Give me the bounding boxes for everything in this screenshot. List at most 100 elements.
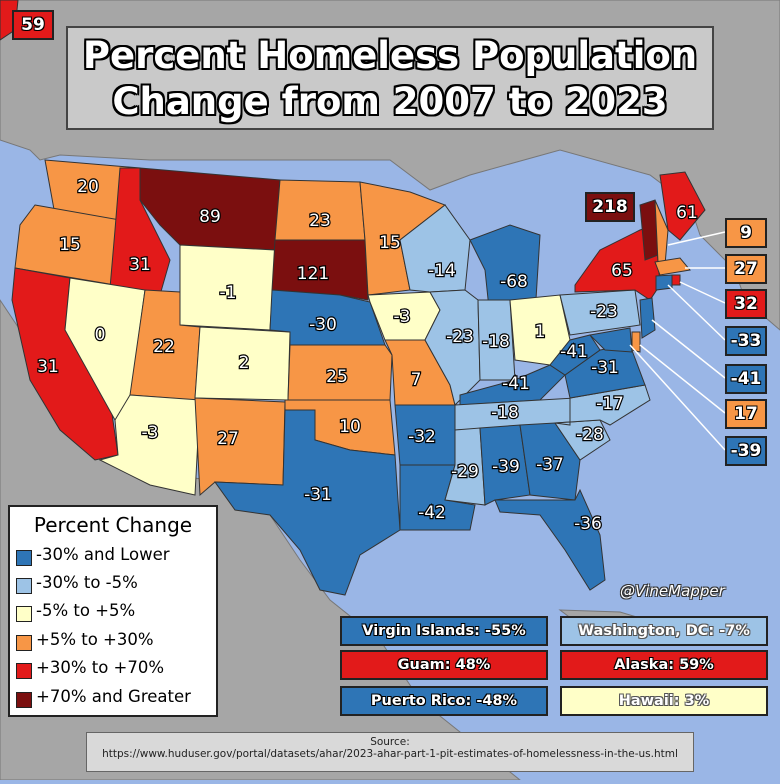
- legend-label: +5% to +30%: [36, 630, 154, 649]
- state-shape-md: [588, 327, 633, 353]
- state-label-ar: -32: [408, 427, 436, 447]
- state-label-pa: -23: [590, 302, 618, 322]
- state-shape-me: [659, 171, 706, 241]
- state-label-wa: 20: [77, 177, 99, 197]
- territory-box-puerto-rico: Puerto Rico: -48%: [340, 686, 548, 716]
- state-shape-ri: [671, 274, 681, 286]
- state-label-sd: 121: [297, 264, 329, 284]
- state-label-ks: 25: [326, 367, 348, 387]
- state-label-ky: -41: [502, 374, 530, 394]
- state-box-ri: 32: [725, 289, 767, 319]
- territory-box-alaska: Alaska: 59%: [560, 650, 768, 680]
- state-shape-or: [14, 204, 121, 286]
- states-layer: [0, 0, 706, 596]
- territory-box-guam: Guam: 48%: [340, 650, 548, 680]
- legend-item: -5% to +5%: [16, 601, 216, 627]
- state-box-ak: 59: [12, 10, 54, 40]
- state-label-wy: -1: [220, 283, 237, 303]
- title-box: Percent Homeless Population Change from …: [66, 26, 714, 130]
- legend-swatch: [16, 663, 32, 679]
- territory-label: Hawaii: 3%: [618, 693, 710, 709]
- state-label-ia: -3: [394, 307, 411, 327]
- legend: Percent Change -30% and Lower -30% to -5…: [8, 505, 218, 717]
- state-label-tx: -31: [304, 485, 332, 505]
- state-shape-nd: [274, 179, 366, 241]
- state-label-ms: -29: [451, 462, 479, 482]
- title-line-2: Change from 2007 to 2023: [112, 80, 668, 123]
- state-label-az: -3: [142, 423, 159, 443]
- state-box-md: -39: [725, 436, 767, 466]
- state-shape-ga: [519, 422, 581, 501]
- state-box-value-de: 17: [734, 404, 758, 424]
- state-label-ne: -30: [309, 315, 337, 335]
- territory-label: Guam: 48%: [397, 657, 491, 673]
- state-label-tn: -18: [491, 403, 519, 423]
- state-label-mt: 89: [199, 207, 221, 227]
- legend-item: +5% to +30%: [16, 630, 216, 656]
- source-box: Source: https://www.huduser.gov/portal/d…: [86, 732, 694, 772]
- state-box-nj: -41: [725, 364, 767, 394]
- state-label-mi: -68: [500, 272, 528, 292]
- state-box-vt: 218: [585, 192, 635, 222]
- state-box-value-md: -39: [730, 441, 762, 461]
- state-labels: 20153131089-122-322723121-302510-3115-37…: [36, 176, 699, 535]
- state-box-value-ma: 27: [734, 259, 758, 279]
- legend-label: -30% to -5%: [36, 573, 138, 592]
- territory-box-washington-dc: Washington, DC: -7%: [560, 616, 768, 646]
- state-label-me: 61: [676, 203, 698, 223]
- state-shape-nm: [194, 397, 286, 497]
- state-label-il: -23: [446, 327, 474, 347]
- legend-label: -5% to +5%: [36, 601, 136, 620]
- state-label-co: 2: [239, 353, 250, 373]
- credit-handle: @VineMapper: [620, 582, 725, 600]
- state-shape-al: [479, 424, 531, 506]
- territory-label: Washington, DC: -7%: [578, 623, 750, 639]
- title-line-1: Percent Homeless Population: [82, 34, 698, 77]
- state-label-fl: -36: [574, 514, 602, 534]
- territory-box-hawaii: Hawaii: 3%: [560, 686, 768, 716]
- legend-title: Percent Change: [33, 513, 193, 537]
- state-label-or: 15: [59, 235, 81, 255]
- state-label-nv: 0: [95, 325, 106, 345]
- state-shape-fl: [494, 488, 606, 591]
- territory-box-virgin-islands: Virgin Islands: -55%: [340, 616, 548, 646]
- legend-swatch: [16, 606, 32, 622]
- state-box-nh: 9: [725, 218, 767, 248]
- state-box-ct: -33: [725, 326, 767, 356]
- state-label-wi: -14: [428, 261, 456, 281]
- state-label-al: -39: [492, 457, 520, 477]
- state-shape-ma: [654, 257, 691, 276]
- state-shape-ct: [655, 274, 673, 291]
- state-shape-sd: [271, 239, 369, 301]
- state-label-in: -18: [482, 332, 510, 352]
- state-box-value-nh: 9: [740, 223, 752, 243]
- legend-label: +30% to +70%: [36, 658, 165, 677]
- state-box-value-ri: 32: [734, 294, 758, 314]
- state-shape-nc: [554, 384, 651, 426]
- source-url: https://www.huduser.gov/portal/datasets/…: [102, 748, 678, 760]
- state-box-de: 17: [725, 399, 767, 429]
- legend-label: +70% and Greater: [36, 687, 191, 706]
- state-label-oh: 1: [535, 322, 546, 342]
- legend-label: -30% and Lower: [36, 545, 170, 564]
- callout-lines: [629, 231, 726, 451]
- state-shape-pa: [559, 289, 641, 336]
- state-shape-ks: [287, 344, 393, 401]
- territory-label: Virgin Islands: -55%: [362, 623, 526, 639]
- state-label-wv: -41: [560, 342, 588, 362]
- state-box-value-nj: -41: [730, 369, 762, 389]
- state-label-nc: -17: [596, 394, 624, 414]
- state-shape-ms: [444, 427, 486, 506]
- territory-label: Puerto Rico: -48%: [370, 693, 518, 709]
- state-box-value-ct: -33: [730, 331, 762, 351]
- legend-item: +70% and Greater: [16, 687, 216, 713]
- legend-swatch: [16, 635, 32, 651]
- legend-item: -30% and Lower: [16, 545, 216, 571]
- state-label-ut: 22: [153, 337, 175, 357]
- legend-item: +30% to +70%: [16, 658, 216, 684]
- state-label-ga: -37: [536, 455, 564, 475]
- source-label: Source:: [370, 736, 410, 748]
- legend-swatch: [16, 578, 32, 594]
- state-box-value-ak: 59: [21, 15, 45, 35]
- state-label-nd: 23: [309, 211, 331, 231]
